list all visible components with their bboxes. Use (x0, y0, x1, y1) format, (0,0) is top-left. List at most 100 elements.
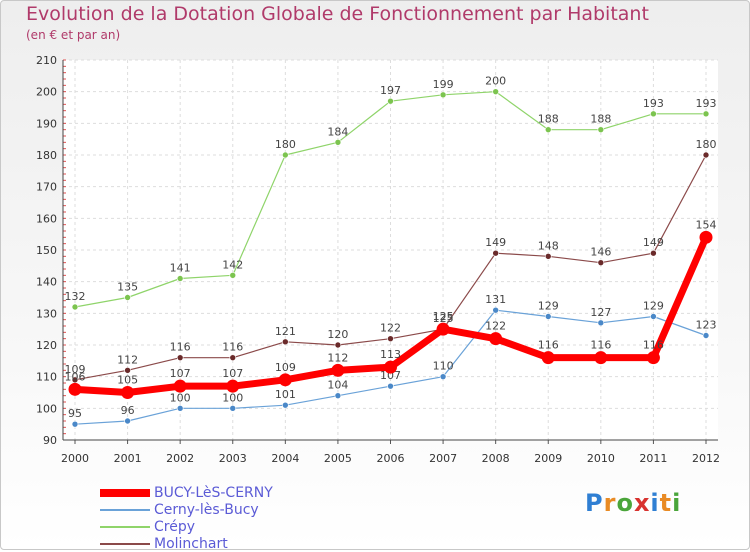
data-label-molinchart: 116 (170, 341, 191, 354)
x-tick-label: 2011 (639, 452, 667, 465)
data-label-cerny-les-bucy: 100 (170, 391, 191, 404)
data-label-bucy-les-cerny: 116 (643, 339, 664, 352)
data-point-molinchart (334, 341, 342, 349)
data-label-crepy: 132 (65, 290, 86, 303)
x-tick-label: 2001 (114, 452, 142, 465)
legend-item-cerny-les-bucy: Cerny-lès-Bucy (100, 501, 273, 518)
data-point-bucy-les-cerny (68, 382, 82, 396)
x-tick-label: 2010 (587, 452, 615, 465)
data-point-molinchart (702, 151, 710, 159)
data-label-molinchart: 148 (538, 239, 559, 252)
legend-swatch (100, 488, 150, 497)
data-label-crepy: 200 (485, 75, 506, 88)
data-label-crepy: 188 (538, 113, 559, 126)
data-label-cerny-les-bucy: 100 (222, 391, 243, 404)
data-point-bucy-les-cerny (436, 322, 450, 336)
data-label-bucy-les-cerny: 125 (433, 310, 454, 323)
x-tick-label: 2000 (61, 452, 89, 465)
data-label-cerny-les-bucy: 129 (538, 300, 559, 313)
data-label-molinchart: 116 (222, 341, 243, 354)
data-label-bucy-les-cerny: 116 (590, 339, 611, 352)
data-label-bucy-les-cerny: 107 (222, 367, 243, 380)
data-label-molinchart: 146 (590, 246, 611, 259)
data-point-bucy-les-cerny (646, 351, 660, 365)
data-label-cerny-les-bucy: 95 (68, 407, 82, 420)
y-tick-label: 150 (36, 244, 57, 257)
data-label-cerny-les-bucy: 127 (590, 306, 611, 319)
data-point-bucy-les-cerny (331, 363, 345, 377)
legend-label: Molinchart (154, 535, 228, 552)
legend-swatch (100, 508, 150, 511)
y-tick-label: 200 (36, 86, 57, 99)
data-label-crepy: 193 (643, 97, 664, 110)
data-point-bucy-les-cerny (121, 386, 135, 399)
data-point-crepy (702, 110, 710, 118)
y-tick-label: 190 (36, 117, 57, 130)
data-point-bucy-les-cerny (278, 373, 292, 387)
data-point-molinchart (124, 367, 131, 374)
data-label-bucy-les-cerny: 107 (170, 367, 191, 380)
data-point-cerny-les-bucy (597, 319, 605, 327)
data-label-bucy-les-cerny: 113 (380, 348, 401, 361)
data-label-crepy: 199 (433, 78, 454, 91)
data-point-crepy (650, 110, 657, 118)
data-point-crepy (334, 139, 342, 146)
data-label-molinchart: 149 (643, 236, 664, 249)
data-point-crepy (597, 126, 605, 133)
legend-swatch (100, 525, 150, 528)
data-point-bucy-les-cerny (541, 351, 555, 365)
data-point-crepy (176, 275, 184, 282)
data-label-cerny-les-bucy: 96 (121, 404, 135, 417)
data-point-bucy-les-cerny (226, 379, 240, 393)
chart-title: Evolution de la Dotation Globale de Fonc… (26, 3, 649, 25)
data-label-molinchart: 112 (117, 353, 138, 366)
logo-letter: x (633, 489, 651, 517)
legend-item-bucy-les-cerny: BUCY-LèS-CERNY (100, 484, 273, 501)
data-label-molinchart: 120 (327, 328, 348, 341)
data-label-crepy: 142 (222, 258, 243, 271)
data-label-bucy-les-cerny: 116 (538, 339, 559, 352)
data-label-crepy: 184 (327, 125, 348, 138)
data-label-cerny-les-bucy: 101 (275, 388, 296, 401)
data-label-bucy-les-cerny: 112 (327, 351, 348, 364)
x-tick-label: 2009 (534, 452, 562, 465)
data-label-molinchart: 149 (485, 236, 506, 249)
data-label-crepy: 135 (117, 281, 138, 294)
data-label-molinchart: 109 (65, 363, 86, 376)
data-label-bucy-les-cerny: 105 (117, 374, 138, 387)
data-point-crepy (282, 151, 289, 159)
data-point-cerny-les-bucy (544, 313, 552, 320)
data-point-crepy (544, 126, 552, 133)
y-tick-label: 180 (36, 149, 57, 162)
x-tick-label: 2004 (271, 452, 299, 465)
logo-letter: o (616, 489, 634, 517)
y-tick-label: 160 (36, 212, 57, 225)
legend-label: BUCY-LèS-CERNY (154, 484, 273, 501)
data-point-crepy (492, 88, 499, 95)
data-label-bucy-les-cerny: 122 (485, 320, 506, 333)
x-tick-label: 2006 (377, 452, 405, 465)
data-point-molinchart (650, 249, 657, 257)
data-point-molinchart (229, 354, 237, 361)
data-point-molinchart (544, 253, 552, 260)
data-point-molinchart (176, 354, 184, 361)
data-label-molinchart: 125 (433, 312, 454, 325)
legend-swatch (100, 542, 150, 545)
data-label-cerny-les-bucy: 104 (327, 379, 348, 392)
logo-letter: t (659, 489, 673, 517)
x-tick-label: 2003 (219, 452, 247, 465)
y-tick-label: 110 (36, 371, 57, 384)
y-tick-label: 120 (36, 339, 57, 352)
data-label-bucy-les-cerny: 109 (275, 361, 296, 374)
data-point-molinchart (492, 249, 499, 257)
data-label-cerny-les-bucy: 131 (485, 293, 506, 306)
data-label-cerny-les-bucy: 129 (643, 300, 664, 313)
data-point-cerny-les-bucy (124, 417, 131, 425)
logo-letter: P (585, 489, 604, 517)
data-point-bucy-les-cerny (594, 351, 608, 365)
data-label-crepy: 197 (380, 84, 401, 97)
chart-subtitle: (en € et par an) (26, 28, 121, 42)
legend-label: Crépy (154, 518, 196, 535)
y-tick-label: 140 (36, 276, 57, 289)
data-point-cerny-les-bucy (492, 306, 499, 314)
